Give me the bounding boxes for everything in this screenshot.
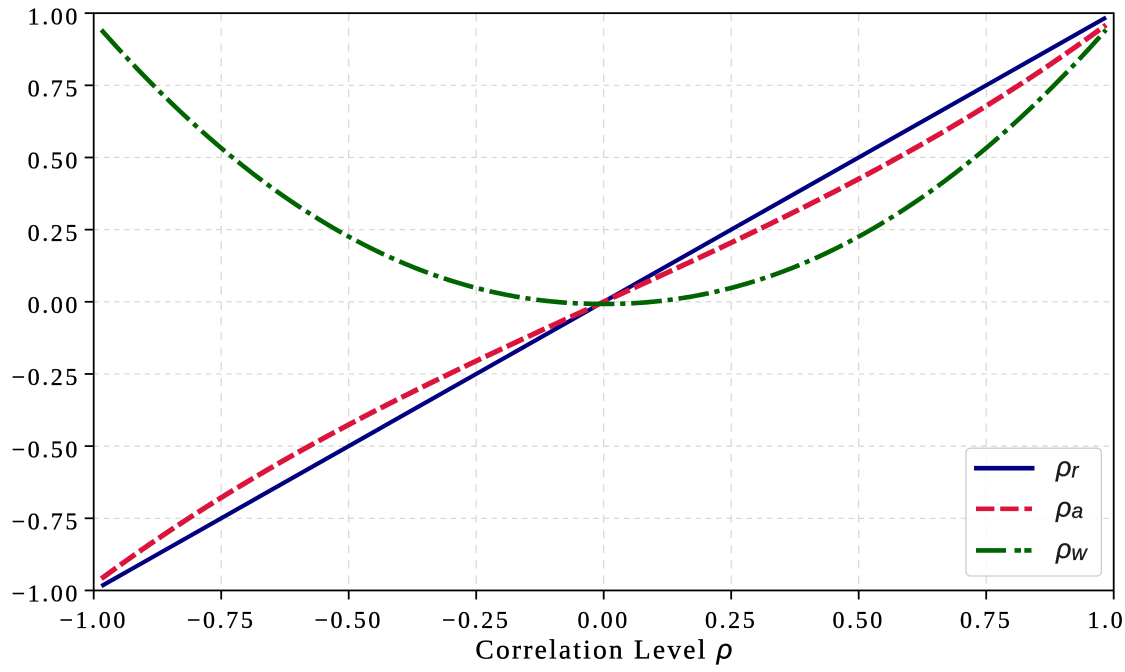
svg-text:−0.50: −0.50 <box>314 608 383 634</box>
svg-text:1.00: 1.00 <box>1087 608 1125 634</box>
svg-text:0.50: 0.50 <box>832 608 884 634</box>
svg-text:−0.75: −0.75 <box>11 509 80 535</box>
svg-text:0.00: 0.00 <box>28 293 80 319</box>
svg-text:−0.50: −0.50 <box>11 437 80 463</box>
svg-text:1.00: 1.00 <box>28 4 80 30</box>
svg-text:−0.75: −0.75 <box>187 608 256 634</box>
svg-text:−0.25: −0.25 <box>442 608 511 634</box>
svg-text:0.75: 0.75 <box>960 608 1012 634</box>
svg-text:0.75: 0.75 <box>28 77 80 103</box>
svg-text:ρa: ρa <box>1055 492 1083 523</box>
svg-text:Correlation Level ρ: Correlation Level ρ <box>475 634 734 665</box>
svg-text:−1.00: −1.00 <box>59 608 128 634</box>
svg-text:0.25: 0.25 <box>705 608 757 634</box>
svg-text:−0.25: −0.25 <box>11 365 80 391</box>
svg-text:0.00: 0.00 <box>577 608 629 634</box>
svg-text:0.50: 0.50 <box>28 149 80 175</box>
svg-text:−1.00: −1.00 <box>11 582 80 608</box>
svg-text:0.25: 0.25 <box>28 221 80 247</box>
